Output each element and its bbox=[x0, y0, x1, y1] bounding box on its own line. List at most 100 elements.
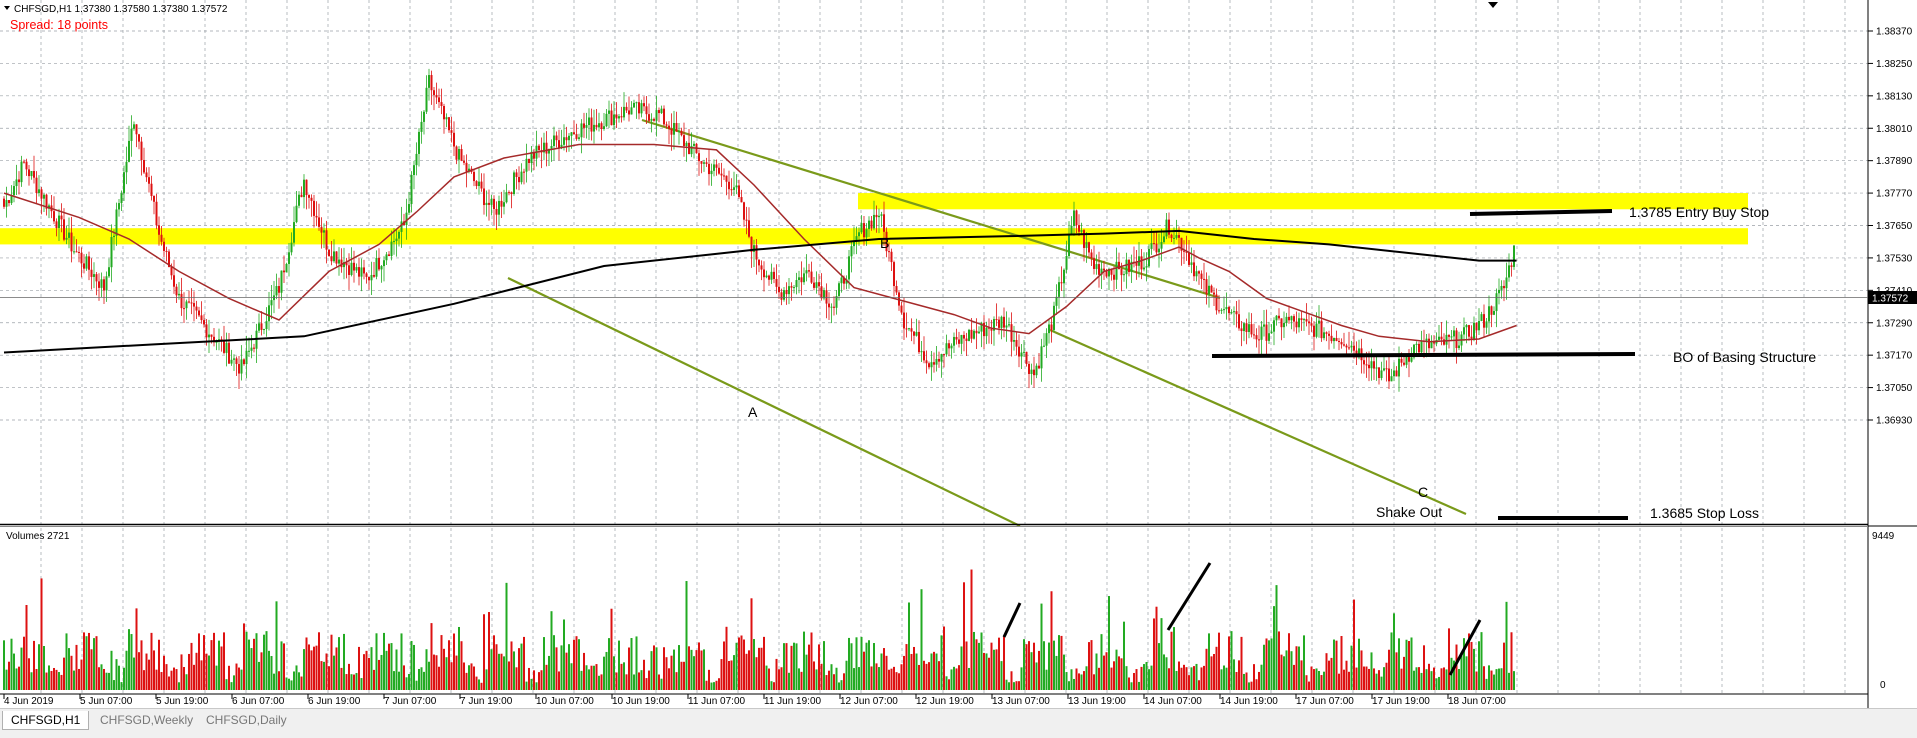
candle-body bbox=[730, 189, 733, 191]
price-tick-12: 1.36930 bbox=[1876, 416, 1913, 427]
volume-bar bbox=[673, 649, 675, 690]
candle-body bbox=[703, 162, 705, 164]
time-tick-5: 7 Jun 07:00 bbox=[384, 696, 437, 707]
candle-body bbox=[705, 162, 708, 164]
candle-body bbox=[160, 234, 163, 242]
volume-bar bbox=[173, 667, 175, 690]
volume-bar bbox=[230, 682, 233, 690]
candle-body bbox=[365, 273, 368, 277]
volume-bar bbox=[708, 669, 710, 690]
volume-bar bbox=[870, 666, 873, 690]
chart-menu-arrow-icon[interactable] bbox=[4, 6, 10, 10]
resistance-zone-0 bbox=[858, 193, 1748, 210]
candle-body bbox=[768, 275, 770, 280]
candle-body bbox=[800, 277, 803, 283]
candle-body bbox=[25, 161, 28, 170]
volume-bar bbox=[580, 670, 583, 690]
time-tick-1: 5 Jun 07:00 bbox=[80, 696, 133, 707]
volume-bar bbox=[1473, 648, 1475, 690]
volume-bar bbox=[403, 665, 405, 690]
volume-bar bbox=[723, 641, 725, 690]
volume-bar bbox=[1410, 637, 1413, 690]
volume-bar bbox=[863, 651, 865, 690]
volume-bar bbox=[398, 671, 400, 690]
candle-body bbox=[670, 128, 673, 135]
tab-chfsgd-weekly[interactable]: CHFSGD,Weekly bbox=[100, 713, 194, 727]
candle-body bbox=[1105, 270, 1108, 277]
volume-bar bbox=[1345, 660, 1348, 690]
candle-body bbox=[1303, 319, 1305, 321]
volume-bar bbox=[975, 639, 978, 690]
volume-bar bbox=[1158, 643, 1160, 690]
volume-bar bbox=[345, 674, 348, 690]
candle-body bbox=[643, 103, 645, 107]
volume-bar bbox=[985, 653, 988, 690]
volume-bar bbox=[760, 647, 763, 690]
volume-bar bbox=[178, 682, 180, 690]
candle-body bbox=[1375, 367, 1378, 369]
candle-body bbox=[1490, 306, 1493, 315]
volume-bar bbox=[33, 640, 35, 690]
candle-body bbox=[728, 181, 730, 190]
volume-bar bbox=[1040, 603, 1043, 690]
volume-bar bbox=[615, 672, 618, 690]
candle-body bbox=[475, 181, 478, 187]
volume-bar bbox=[58, 672, 60, 690]
volume-bar bbox=[470, 663, 473, 690]
volume-bar bbox=[640, 670, 643, 690]
candle-body bbox=[1395, 370, 1398, 377]
volume-bar bbox=[1390, 632, 1393, 690]
volume-bar bbox=[198, 633, 200, 690]
volume-bar bbox=[275, 601, 278, 690]
price-tick-4: 1.37890 bbox=[1876, 156, 1913, 167]
candle-body bbox=[1325, 332, 1328, 334]
volume-bar bbox=[1288, 633, 1290, 690]
candle-body bbox=[688, 142, 690, 155]
price-tick-9: 1.37290 bbox=[1876, 318, 1913, 329]
candle-body bbox=[808, 270, 810, 272]
tab-chfsgd-daily[interactable]: CHFSGD,Daily bbox=[206, 713, 287, 727]
candle-body bbox=[260, 323, 263, 330]
volume-bar bbox=[1055, 655, 1058, 690]
candle-body bbox=[690, 145, 693, 155]
candle-body bbox=[1425, 338, 1428, 342]
volume-bar bbox=[1108, 596, 1110, 690]
candle-body bbox=[1010, 324, 1013, 342]
volume-bar bbox=[493, 635, 495, 690]
tab-chfsgd-h1[interactable]: CHFSGD,H1 bbox=[2, 711, 90, 730]
volume-bar bbox=[1438, 676, 1440, 690]
candle-body bbox=[1388, 368, 1390, 382]
price-chart[interactable]: 1.38370 1.38250 1.38130 1.38010 1.37890 1.377… bbox=[0, 0, 1917, 708]
candle-body bbox=[913, 331, 915, 336]
candle-body bbox=[1168, 219, 1170, 235]
volume-bar bbox=[315, 645, 318, 690]
volume-bar bbox=[1130, 682, 1133, 690]
volume-bar bbox=[165, 664, 168, 690]
volume-bar bbox=[1088, 642, 1090, 690]
volume-bar bbox=[613, 656, 615, 690]
candle-body bbox=[675, 123, 678, 132]
volume-bar bbox=[953, 666, 955, 690]
volume-bar bbox=[625, 674, 628, 690]
candle-body bbox=[960, 334, 963, 344]
volume-bar bbox=[658, 674, 660, 690]
candle-body bbox=[1348, 347, 1350, 349]
candle-body bbox=[1200, 273, 1203, 279]
volume-bar bbox=[718, 678, 720, 690]
volume-bar bbox=[475, 676, 478, 690]
price-tick-6: 1.37650 bbox=[1876, 221, 1913, 232]
candle-body bbox=[1178, 235, 1180, 238]
volume-bar bbox=[98, 667, 100, 690]
candle-body bbox=[30, 171, 33, 177]
candle-body bbox=[618, 116, 620, 119]
volume-bar bbox=[215, 665, 218, 690]
candle-body bbox=[313, 200, 315, 216]
chart-shift-marker-icon[interactable] bbox=[1488, 2, 1498, 8]
candle-body bbox=[1015, 339, 1018, 347]
volume-bar bbox=[1370, 652, 1373, 690]
volume-bar bbox=[408, 674, 410, 690]
volume-bar bbox=[325, 653, 328, 690]
candle-body bbox=[715, 164, 718, 168]
candle-body bbox=[1428, 338, 1430, 349]
candle-body bbox=[1160, 242, 1163, 249]
